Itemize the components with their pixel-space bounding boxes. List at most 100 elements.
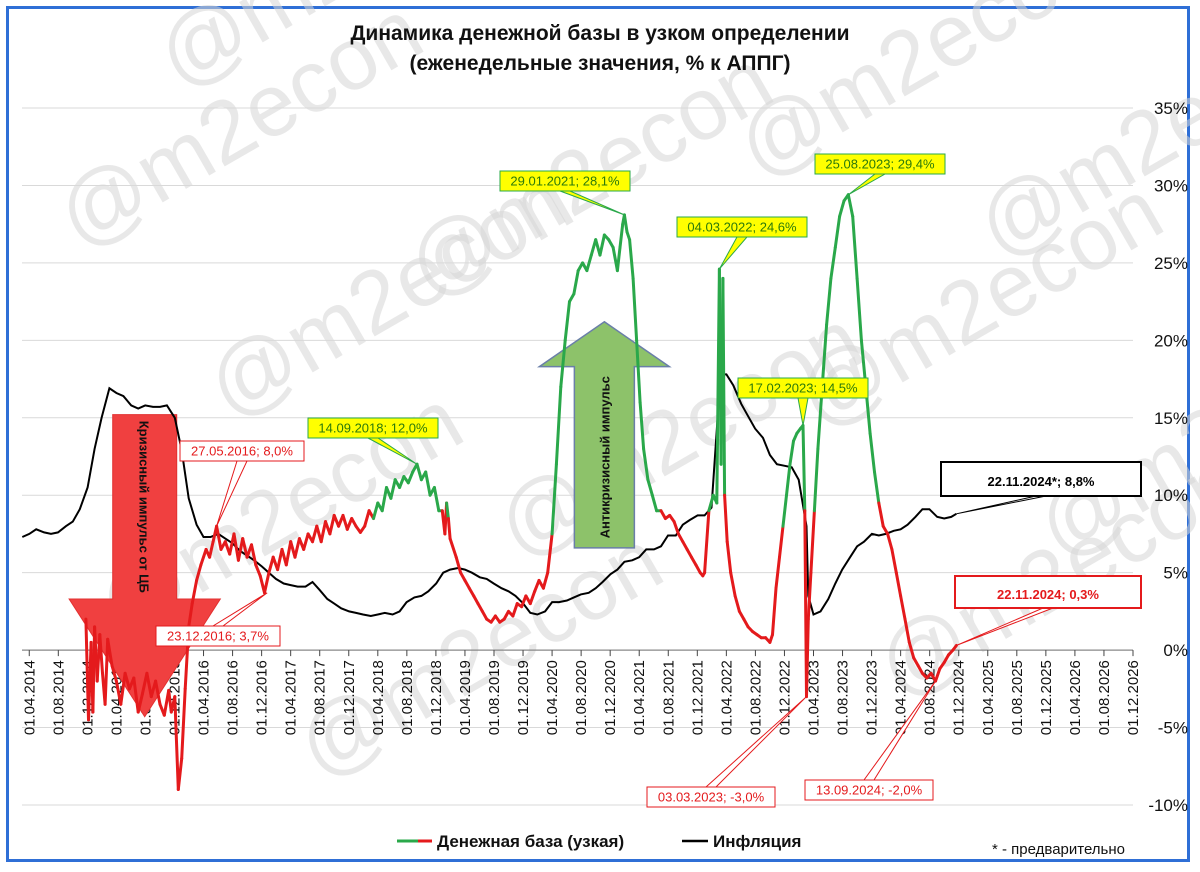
series-segment-money-base [723, 493, 729, 544]
series-segment-money-base [890, 547, 898, 575]
series-segment-money-base [877, 501, 885, 528]
series-segment-money-base [106, 637, 114, 668]
legend-label-inflation: Инфляция [713, 832, 801, 851]
annotation-box [155, 625, 281, 647]
series-segment-money-base [554, 385, 563, 466]
watermark-text: @m2econ [280, 510, 678, 797]
x-tick-label: 01.04.2021 [631, 660, 648, 735]
annotation-box [307, 417, 439, 439]
x-tick-label: 01.04.2014 [21, 660, 38, 735]
annotation-label: 22.11.2024; 0,3% [997, 587, 1099, 602]
series-segment-money-base [672, 520, 680, 536]
x-tick-label: 01.04.2023 [805, 660, 822, 735]
x-tick-label: 01.08.2016 [225, 660, 242, 735]
series-segment-money-base [778, 524, 785, 559]
x-tick-label: 01.12.2026 [1125, 660, 1142, 735]
series-segment-money-base [615, 245, 622, 273]
annotation-box [646, 786, 776, 808]
series-segment-money-base [208, 540, 215, 559]
series-segment-money-base [446, 517, 452, 541]
series-segment-money-base [363, 509, 371, 528]
series-segment-money-base [236, 537, 245, 562]
series-segment-money-base [628, 238, 635, 280]
anticrisis-impulse-label: Антикризисный импульс [597, 376, 612, 538]
series-segment-money-base [598, 233, 606, 257]
series-segment-money-base [372, 501, 380, 520]
annotation-box [737, 377, 869, 399]
series-segment-money-base [886, 532, 894, 551]
x-tick-label: 01.08.2026 [1096, 660, 1113, 735]
annotation-label: 22.11.2024*; 8,8% [988, 474, 1095, 489]
x-tick-label: 01.08.2022 [747, 660, 764, 735]
series-segment-money-base [733, 594, 741, 613]
y-tick-label: 25% [1154, 254, 1188, 273]
series-segment-money-base [276, 547, 284, 572]
series-segment-money-base [199, 547, 208, 567]
series-segment-money-base [638, 400, 646, 451]
series-segment-money-base [187, 602, 194, 629]
series-segment-money-base [829, 245, 837, 280]
series-segment-money-base [319, 520, 327, 544]
annotation-box [940, 461, 1142, 497]
series-segment-money-base [110, 664, 118, 683]
annotation-label: 03.03.2023; -3,0% [658, 790, 765, 805]
series-segment-money-base [725, 540, 733, 575]
annotation-box [499, 170, 631, 192]
series-segment-money-base [907, 640, 916, 660]
annotation-box [814, 153, 946, 175]
series-segment-money-base [176, 757, 184, 791]
series-segment-money-base [618, 222, 625, 249]
series-segment-money-base [190, 578, 199, 606]
legend: Денежная база (узкая) Инфляция [397, 832, 801, 851]
series-segment-money-base [646, 478, 654, 497]
x-tick-label: 01.04.2017 [283, 660, 300, 735]
series-segment-money-base [98, 633, 104, 675]
series-segment-money-base [806, 571, 813, 621]
series-segment-money-base [520, 594, 528, 609]
series-segment-money-base [415, 462, 423, 482]
series-segment-money-base [805, 617, 810, 699]
series-segment-money-base [195, 563, 203, 582]
footnote: * - предварительно [992, 841, 1125, 858]
annotation-pointer [718, 236, 749, 270]
series-segment-money-base [241, 537, 249, 559]
annotation-label: 04.03.2022; 24,6% [687, 220, 797, 235]
series-segment-money-base [833, 214, 842, 249]
series-segment-money-base [868, 431, 876, 474]
x-tick-label: 01.04.2022 [718, 660, 735, 735]
series-segment-money-base [550, 462, 558, 536]
series-segment-money-base [454, 555, 463, 575]
series-segment-money-base [546, 532, 554, 575]
series-segment-money-base [650, 493, 659, 513]
impulse-arrows: Кризисный импульс от ЦБ Антикризисный имп… [68, 320, 672, 718]
series-segment-money-base [328, 513, 336, 536]
y-axis-ticks: -10% -5% 0% 5% 10% 15% 20% 25% 30% 35% [1148, 99, 1188, 815]
y-tick-label: 15% [1154, 409, 1188, 428]
series-segment-money-base [432, 486, 441, 513]
series-segment-money-base [631, 276, 639, 342]
series-segment-money-base [173, 695, 180, 791]
series-segment-money-base [635, 338, 642, 404]
chart-subtitle: (еженедельные значения, % к АППГ) [410, 52, 791, 75]
series-segment-money-base [250, 543, 258, 567]
series-segment-money-base [771, 586, 778, 637]
y-tick-label: 10% [1154, 486, 1188, 505]
series-segment-money-base [801, 424, 807, 513]
x-tick-label: 01.12.2022 [776, 660, 793, 735]
series-segment-money-base [838, 199, 846, 218]
crisis-impulse-label: Кризисный импульс от ЦБ [137, 421, 152, 593]
series-segment-money-base [145, 671, 153, 699]
x-tick-label: 01.08.2025 [1009, 660, 1026, 735]
series-segment-money-base [123, 671, 131, 691]
series-segment-money-base [894, 571, 903, 598]
series-segment-money-base [389, 478, 397, 500]
series-segment-money-base [533, 578, 541, 593]
x-tick-label: 01.04.2025 [980, 660, 997, 735]
series-segment-money-base [380, 486, 388, 513]
series-segment-money-base [781, 493, 788, 528]
series-segment-money-base [293, 537, 301, 559]
series-segment-money-base [528, 589, 537, 606]
series-lines [21, 193, 958, 791]
series-segment-money-base [642, 447, 650, 482]
series-segment-money-base [267, 555, 275, 575]
